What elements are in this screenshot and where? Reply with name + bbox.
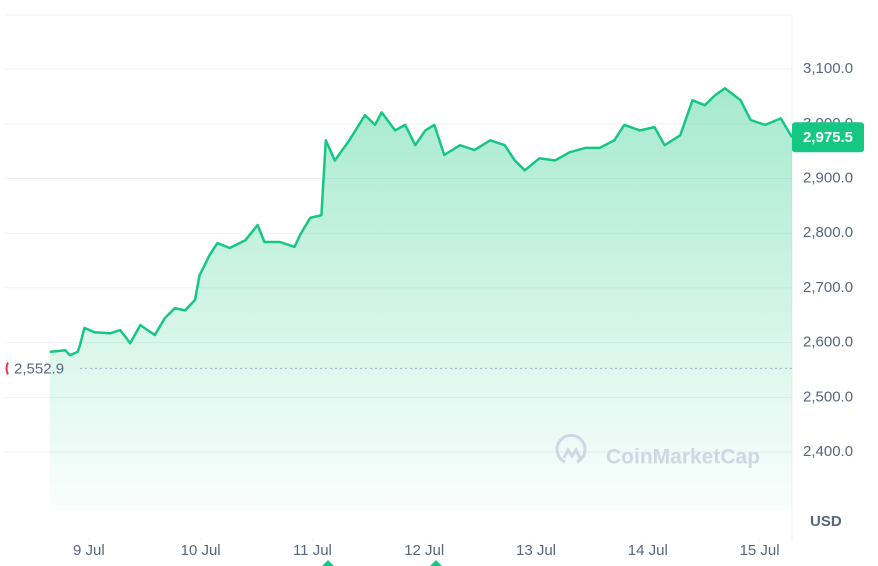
x-tick-label: 12 Jul xyxy=(404,542,444,559)
y-unit: USD xyxy=(810,513,842,530)
y-tick-label: 2,800.0 xyxy=(803,224,853,241)
x-tick-label: 14 Jul xyxy=(628,542,668,559)
watermark-logo xyxy=(555,433,587,464)
current-price-label: 2,975.5 xyxy=(803,129,853,146)
x-tick-label: 11 Jul xyxy=(293,542,332,559)
y-tick-label: 2,500.0 xyxy=(803,388,853,405)
area xyxy=(49,88,792,511)
y-tick-label: 2,900.0 xyxy=(803,170,853,187)
x-tick-label: 13 Jul xyxy=(516,542,556,559)
x-tick-label: 15 Jul xyxy=(740,542,780,559)
y-tick-label: 2,600.0 xyxy=(803,334,853,351)
current-price-box xyxy=(792,122,864,153)
y-tick-label: 2,700.0 xyxy=(803,279,853,296)
x-tick-label: 10 Jul xyxy=(181,542,221,559)
x-tick-label: 9 Jul xyxy=(73,542,105,559)
y-tick-label: 3,100.0 xyxy=(803,60,853,77)
reference-tick xyxy=(5,361,9,375)
price-line xyxy=(49,87,794,357)
watermark: CoinMarketCap xyxy=(606,446,760,469)
reference-label: 2,552.9 xyxy=(14,360,64,377)
y-tick-label: 2,400.0 xyxy=(803,443,853,460)
